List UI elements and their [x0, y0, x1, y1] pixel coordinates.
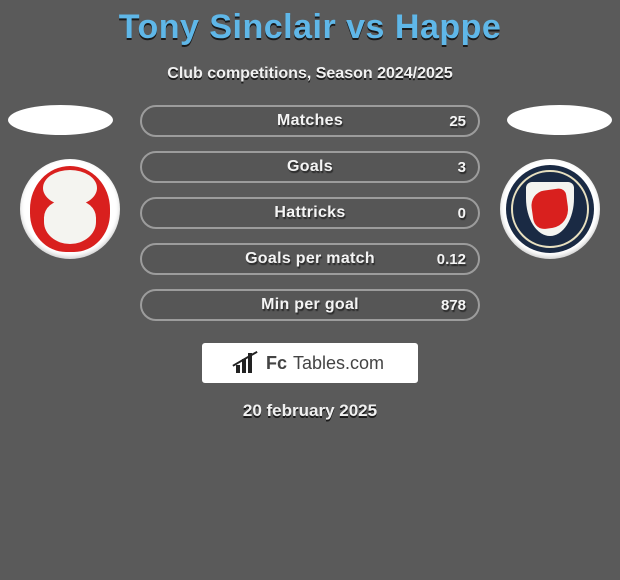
date-line: 20 february 2025	[0, 401, 620, 421]
stat-label: Min per goal	[142, 296, 478, 314]
right-crest-dragon	[530, 188, 571, 231]
bar-chart-icon	[236, 353, 260, 373]
stat-rows: Matches 25 Goals 3 Hattricks 0 Goals per…	[140, 105, 480, 321]
stat-label: Goals	[142, 158, 478, 176]
stat-row-min-per-goal: Min per goal 878	[140, 289, 480, 321]
left-oval-badge	[8, 105, 113, 135]
stat-row-goals-per-match: Goals per match 0.12	[140, 243, 480, 275]
right-crest-shape	[506, 165, 594, 253]
comparison-area: Matches 25 Goals 3 Hattricks 0 Goals per…	[0, 105, 620, 421]
logo-text-tables: Tables.com	[293, 353, 384, 374]
stat-right-value: 0.12	[437, 251, 466, 268]
stat-right-value: 3	[458, 159, 466, 176]
stat-label: Matches	[142, 112, 478, 130]
stat-row-hattricks: Hattricks 0	[140, 197, 480, 229]
subtitle: Club competitions, Season 2024/2025	[0, 65, 620, 83]
page-title: Tony Sinclair vs Happe	[0, 0, 620, 47]
stat-row-matches: Matches 25	[140, 105, 480, 137]
stat-right-value: 0	[458, 205, 466, 222]
stat-right-value: 25	[449, 113, 466, 130]
right-oval-badge	[507, 105, 612, 135]
fctables-logo: Fc Tables.com	[202, 343, 418, 383]
right-crest-shield	[526, 182, 574, 236]
stat-label: Hattricks	[142, 204, 478, 222]
left-club-crest	[20, 159, 120, 259]
right-club-crest	[500, 159, 600, 259]
stat-label: Goals per match	[142, 250, 478, 268]
stat-right-value: 878	[441, 297, 466, 314]
left-crest-shape	[30, 166, 110, 252]
stat-row-goals: Goals 3	[140, 151, 480, 183]
logo-text-fc: Fc	[266, 353, 287, 374]
